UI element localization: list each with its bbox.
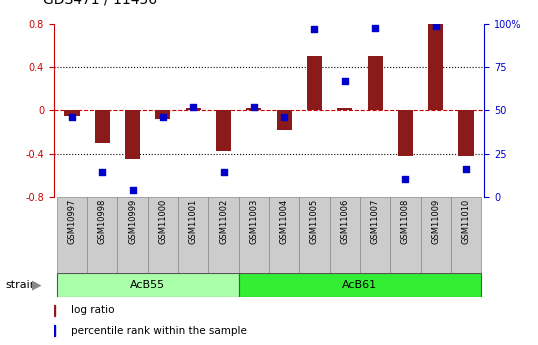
Point	[371, 25, 379, 30]
Point	[159, 115, 167, 120]
Point	[68, 115, 76, 120]
Point	[280, 115, 288, 120]
Text: GSM11007: GSM11007	[371, 199, 380, 244]
Text: ▶: ▶	[32, 278, 42, 291]
Bar	[54, 305, 55, 316]
Bar	[65, 110, 80, 116]
Bar	[269, 197, 299, 273]
Text: GDS471 / 11456: GDS471 / 11456	[43, 0, 157, 7]
Text: GSM11001: GSM11001	[189, 199, 198, 244]
Text: AcB61: AcB61	[342, 280, 378, 289]
Text: GSM10999: GSM10999	[128, 199, 137, 244]
Bar	[337, 108, 352, 110]
Bar	[186, 108, 201, 110]
Bar	[360, 197, 390, 273]
Bar	[390, 197, 421, 273]
Text: GSM10997: GSM10997	[67, 199, 76, 244]
Bar	[421, 197, 451, 273]
Point	[462, 166, 470, 172]
Bar	[299, 197, 330, 273]
Bar	[451, 197, 481, 273]
Text: GSM11004: GSM11004	[280, 199, 289, 244]
Bar	[178, 197, 208, 273]
Bar	[216, 110, 231, 151]
Text: GSM11002: GSM11002	[219, 199, 228, 244]
Bar	[125, 110, 140, 159]
Point	[250, 104, 258, 110]
Bar	[367, 57, 383, 110]
Point	[401, 177, 410, 182]
Bar	[117, 197, 148, 273]
Text: GSM11005: GSM11005	[310, 199, 319, 244]
Bar	[458, 110, 473, 156]
Text: GSM11006: GSM11006	[340, 199, 349, 244]
Point	[128, 187, 137, 193]
Text: GSM11009: GSM11009	[431, 199, 440, 244]
Text: GSM11010: GSM11010	[462, 199, 471, 244]
Bar	[307, 57, 322, 110]
Text: strain: strain	[5, 280, 37, 289]
Bar	[398, 110, 413, 156]
Bar	[57, 197, 87, 273]
Point	[310, 27, 319, 32]
Bar	[148, 197, 178, 273]
Text: GSM11008: GSM11008	[401, 199, 410, 244]
Bar	[155, 110, 171, 119]
Text: percentile rank within the sample: percentile rank within the sample	[71, 326, 247, 336]
Bar	[208, 197, 239, 273]
Bar	[239, 273, 481, 297]
Bar	[330, 197, 360, 273]
Point	[98, 170, 107, 175]
Bar	[277, 110, 292, 130]
Text: AcB55: AcB55	[130, 280, 165, 289]
Bar	[239, 197, 269, 273]
Bar	[428, 24, 443, 110]
Bar	[57, 273, 239, 297]
Point	[431, 23, 440, 29]
Bar	[95, 110, 110, 143]
Text: GSM11000: GSM11000	[158, 199, 167, 244]
Text: GSM11003: GSM11003	[249, 199, 258, 244]
Point	[189, 104, 197, 110]
Bar	[246, 108, 261, 110]
Bar	[87, 197, 117, 273]
Text: GSM10998: GSM10998	[98, 199, 107, 244]
Point	[341, 78, 349, 84]
Text: log ratio: log ratio	[71, 305, 115, 315]
Bar	[54, 325, 55, 336]
Point	[219, 170, 228, 175]
